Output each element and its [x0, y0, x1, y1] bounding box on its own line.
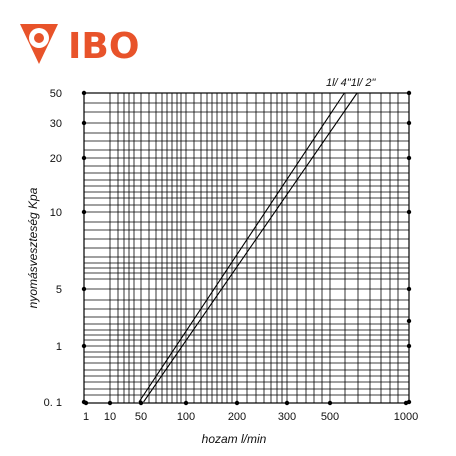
- x-tick-label: 100: [177, 411, 195, 423]
- x-tick-labels: 1 10 50 100 200 300 500 1000: [83, 411, 418, 423]
- x-tick-label: 50: [135, 411, 147, 423]
- x-tick-label: 500: [321, 411, 339, 423]
- y-tick-label: 50: [50, 88, 62, 100]
- series-line: [143, 92, 358, 403]
- y-tick-label: 5: [56, 284, 62, 296]
- x-tick-label: 10: [104, 411, 116, 423]
- y-tick-label: 10: [50, 207, 62, 219]
- x-tick-label: 300: [278, 411, 296, 423]
- y-tick-label: 30: [50, 118, 62, 130]
- x-axis-title: hozam l/min: [202, 432, 267, 446]
- y-tick-labels: 0. 1 1 5 10 20 30 50: [44, 88, 62, 409]
- y-tick-label: 20: [50, 153, 62, 165]
- logo-emblem-icon: [20, 24, 58, 64]
- series-label: 1l/ 4": [326, 77, 352, 89]
- y-tick-label: 1: [56, 341, 62, 353]
- x-tick-label: 200: [228, 411, 246, 423]
- brand-name: IBO: [68, 26, 139, 67]
- plot-frame: [83, 92, 410, 404]
- y-tick-label: 0. 1: [44, 397, 62, 409]
- series-line: [138, 92, 345, 403]
- y-axis-title: nyomásveszteség Kpa: [26, 187, 40, 308]
- x-tick-label: 1000: [394, 411, 418, 423]
- chart-grid: [84, 93, 409, 403]
- series-label: 1l/ 2": [351, 77, 377, 89]
- brand-logo: IBO: [20, 24, 139, 67]
- x-tick-label: 1: [83, 411, 89, 423]
- chart-series: 1l/ 4" 1l/ 2": [138, 77, 377, 403]
